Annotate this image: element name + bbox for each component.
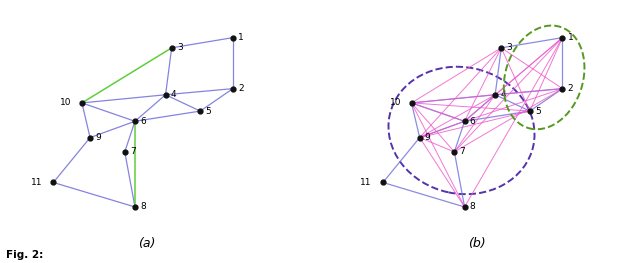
Text: 6: 6 xyxy=(470,117,476,126)
Text: 3: 3 xyxy=(177,43,182,52)
Text: 7: 7 xyxy=(460,147,465,156)
Text: 8: 8 xyxy=(140,203,146,211)
Text: (a): (a) xyxy=(138,237,156,250)
Text: 4: 4 xyxy=(500,90,506,99)
Text: 2: 2 xyxy=(568,84,573,93)
Text: 11: 11 xyxy=(360,178,372,187)
Text: 1: 1 xyxy=(568,33,573,42)
Text: 1: 1 xyxy=(238,33,244,42)
Text: Fig. 2:: Fig. 2: xyxy=(6,250,44,260)
Text: 5: 5 xyxy=(535,107,541,115)
Text: 9: 9 xyxy=(425,133,431,142)
Text: 5: 5 xyxy=(205,107,211,115)
Text: 3: 3 xyxy=(506,43,512,52)
Text: 9: 9 xyxy=(95,133,101,142)
Text: (b): (b) xyxy=(468,237,486,250)
Text: 4: 4 xyxy=(171,90,176,99)
Text: 7: 7 xyxy=(130,147,136,156)
Text: 10: 10 xyxy=(60,98,72,107)
Text: 10: 10 xyxy=(390,98,401,107)
Text: 2: 2 xyxy=(238,84,244,93)
Text: 6: 6 xyxy=(140,117,146,126)
Text: 11: 11 xyxy=(31,178,42,187)
Text: 8: 8 xyxy=(470,203,476,211)
